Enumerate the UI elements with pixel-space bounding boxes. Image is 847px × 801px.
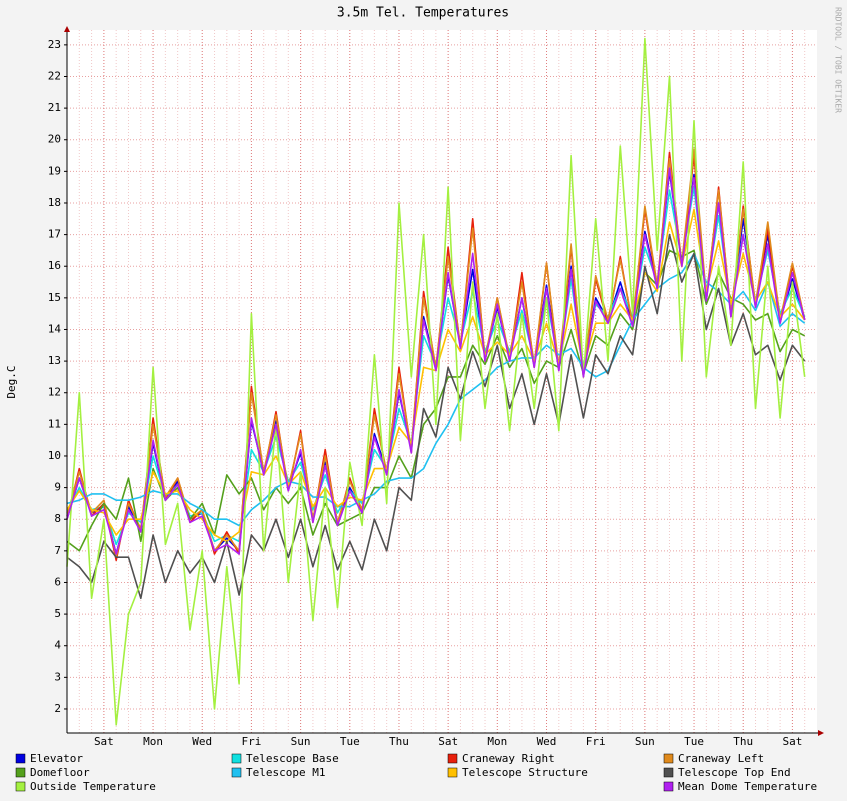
legend-label: Telescope M1 (246, 766, 325, 779)
legend-swatch (15, 767, 26, 778)
x-tick-label: Sat (782, 735, 802, 748)
y-tick-label: 5 (54, 607, 61, 620)
y-tick-label: 23 (48, 38, 61, 51)
y-tick-label: 2 (54, 702, 61, 715)
y-tick-label: 8 (54, 512, 61, 525)
y-tick-label: 14 (48, 322, 62, 335)
legend-label: Mean Dome Temperature (678, 780, 817, 793)
x-arrow (818, 730, 824, 736)
series-line (66, 252, 806, 527)
legend-label: Domefloor (30, 766, 90, 779)
watermark: RRDTOOL / TOBI OETIKER (834, 7, 843, 113)
x-tick-label: Sat (94, 735, 114, 748)
legend-swatch (663, 753, 674, 764)
y-tick-label: 18 (48, 196, 61, 209)
y-tick-label: 19 (48, 164, 61, 177)
y-tick-label: 9 (54, 481, 61, 494)
legend-label: Elevator (30, 752, 83, 765)
x-tick-label: Tue (340, 735, 360, 748)
legend-label: Craneway Left (678, 752, 764, 765)
y-tick-label: 21 (48, 101, 61, 114)
x-tick-label: Mon (143, 735, 163, 748)
x-tick-label: Mon (487, 735, 507, 748)
legend-label: Telescope Base (246, 752, 339, 765)
axes (64, 26, 824, 736)
x-tick-label: Wed (537, 735, 557, 748)
legend-swatch (231, 753, 242, 764)
legend-swatch (447, 753, 458, 764)
legend-label: Craneway Right (462, 752, 555, 765)
x-tick-label: Thu (389, 735, 409, 748)
legend-swatch (447, 767, 458, 778)
y-tick-label: 17 (48, 228, 61, 241)
series-line (66, 233, 806, 600)
legend-label: Telescope Structure (462, 766, 588, 779)
y-tick-label: 16 (48, 259, 61, 272)
series-line (66, 167, 806, 555)
x-tick-label: Sun (635, 735, 655, 748)
x-tick-label: Wed (192, 735, 212, 748)
x-tick-label: Fri (586, 735, 606, 748)
legend-swatch (663, 781, 674, 792)
x-tick-label: Fri (241, 735, 261, 748)
legend-label: Telescope Top End (678, 766, 791, 779)
legend: Elevator Telescope Base Craneway Right Cran… (15, 752, 817, 793)
y-tick-label: 12 (48, 386, 61, 399)
x-tick-label: Sat (438, 735, 458, 748)
y-tick-label: 20 (48, 133, 61, 146)
chart-title: 3.5m Tel. Temperatures (337, 6, 509, 21)
x-tick-label: Tue (684, 735, 704, 748)
legend-swatch (663, 767, 674, 778)
lines (66, 37, 806, 726)
y-tick-label: 3 (54, 670, 61, 683)
y-tick-label: 11 (48, 417, 61, 430)
x-tick-label: Thu (733, 735, 753, 748)
y-tick-label: 13 (48, 354, 61, 367)
x-tick-label: Sun (291, 735, 311, 748)
series-line (66, 249, 806, 552)
y-tick-label: 22 (48, 69, 61, 82)
legend-swatch (15, 753, 26, 764)
y-arrow (64, 26, 70, 32)
y-tick-label: 15 (48, 291, 61, 304)
y-tick-label: 6 (54, 575, 61, 588)
plot-area (67, 30, 817, 733)
y-tick-label: 7 (54, 544, 61, 557)
legend-swatch (15, 781, 26, 792)
legend-swatch (231, 767, 242, 778)
y-tick-label: 10 (48, 449, 61, 462)
y-axis-label: Deg.C (5, 365, 18, 398)
series-line (66, 37, 806, 726)
y-tick-label: 4 (54, 639, 61, 652)
legend-label: Outside Temperature (30, 780, 156, 793)
